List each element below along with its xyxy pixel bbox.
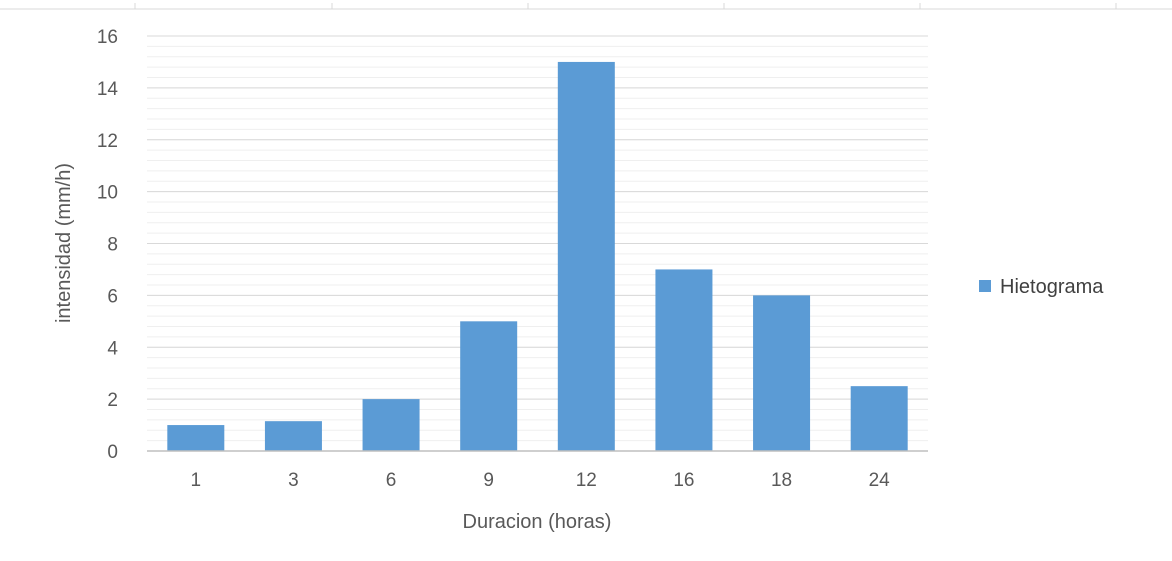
x-tick-label: 1 (191, 470, 202, 491)
bars (167, 61, 908, 451)
y-tick-label: 16 (97, 27, 118, 48)
bar (167, 425, 225, 451)
major-gridlines (147, 35, 928, 400)
x-tick-label: 16 (673, 470, 694, 491)
bar (850, 386, 908, 451)
bar (264, 421, 322, 451)
top-border (0, 3, 1172, 10)
legend-swatch (979, 280, 991, 292)
legend: Hietograma (979, 276, 1104, 298)
y-tick-label: 8 (107, 235, 118, 256)
y-tick-label: 6 (107, 286, 118, 307)
bar (362, 399, 420, 451)
bar (753, 295, 811, 451)
y-tick-label: 2 (107, 390, 118, 411)
x-tick-label: 12 (576, 470, 597, 491)
x-tick-label: 9 (483, 470, 494, 491)
x-tick-label: 18 (771, 470, 792, 491)
bar (557, 61, 615, 451)
x-tick-label: 24 (869, 470, 891, 491)
y-axis-title: intensidad (mm/h) (53, 163, 75, 323)
y-tick-label: 12 (97, 131, 118, 152)
y-axis-ticks: 0 2 4 6 8 10 12 14 16 (97, 27, 119, 463)
y-tick-label: 10 (97, 183, 118, 204)
x-tick-label: 3 (288, 470, 299, 491)
y-tick-label: 0 (107, 442, 118, 463)
bar (655, 269, 713, 451)
legend-label: Hietograma (1000, 276, 1104, 298)
x-axis-title: Duracion (horas) (463, 511, 612, 533)
bar (460, 321, 518, 451)
x-axis-ticks: 1 3 6 9 12 16 18 24 (191, 470, 891, 491)
y-tick-label: 4 (107, 338, 118, 359)
x-tick-label: 6 (386, 470, 397, 491)
y-tick-label: 14 (97, 79, 119, 100)
